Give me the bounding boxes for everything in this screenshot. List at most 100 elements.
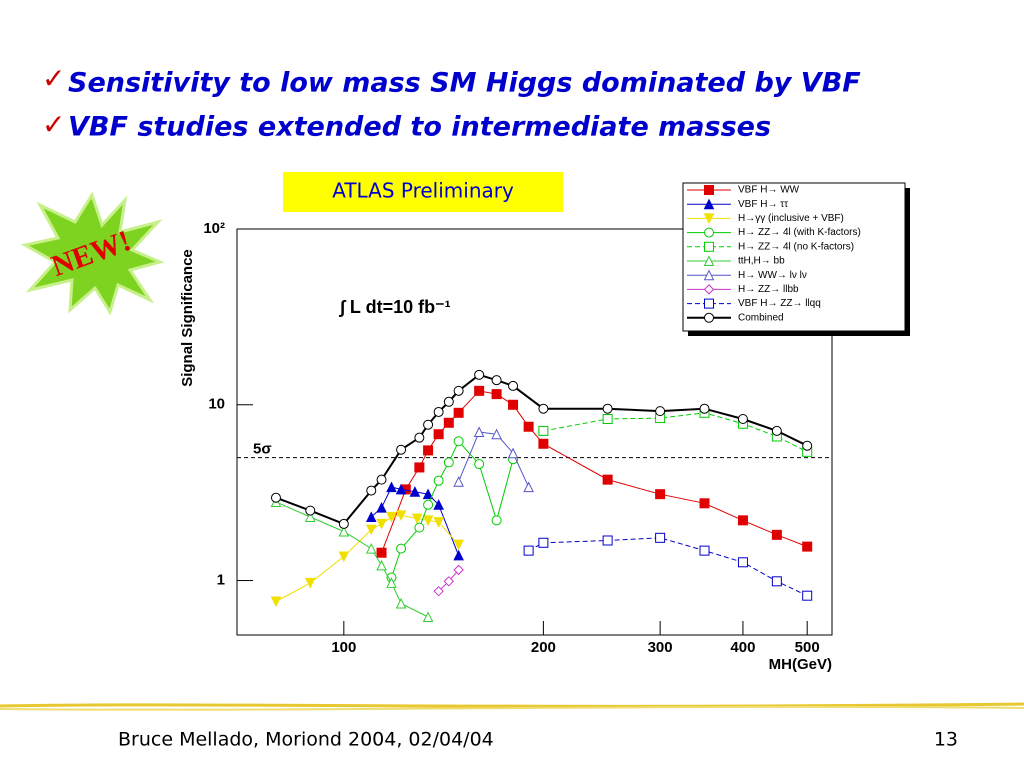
marker (376, 559, 387, 571)
marker (491, 389, 502, 400)
y-tick-label: 10² (203, 220, 225, 237)
x-tick-label: 300 (648, 639, 673, 656)
marker (414, 462, 425, 473)
marker (443, 576, 455, 587)
marker (802, 440, 813, 451)
marker (338, 551, 350, 563)
marker (699, 545, 710, 556)
y-tick-label: 1 (217, 572, 225, 589)
marker (366, 485, 377, 496)
marker (703, 198, 715, 210)
new-badge: NEW! (20, 191, 165, 316)
marker (703, 269, 715, 281)
marker (523, 481, 534, 493)
y-axis-label: Signal Significance (179, 249, 196, 387)
marker (453, 436, 464, 447)
marker (396, 444, 407, 455)
marker (771, 576, 782, 587)
marker (508, 380, 519, 391)
marker (474, 385, 485, 396)
marker (270, 596, 282, 608)
marker (704, 241, 714, 252)
series (386, 436, 519, 583)
marker (602, 474, 613, 485)
legend-label: H→ WW→ lν lν (738, 270, 807, 281)
legend-label: ttH,H→ bb (738, 256, 785, 267)
marker (473, 426, 485, 437)
series-line (391, 440, 514, 578)
marker (538, 403, 549, 414)
marker (386, 481, 397, 493)
legend-label: H→ ZZ→ llbb (738, 284, 799, 295)
chart-title: ATLAS Preliminary (332, 179, 514, 203)
marker (523, 421, 534, 432)
marker (433, 585, 444, 597)
marker (365, 524, 377, 536)
marker (414, 522, 425, 533)
marker (771, 425, 782, 436)
marker (491, 515, 502, 526)
marker (411, 513, 423, 525)
series (270, 369, 813, 529)
marker (433, 517, 444, 528)
marker (737, 413, 748, 424)
marker (395, 510, 407, 521)
marker (338, 525, 350, 537)
marker (453, 549, 464, 561)
marker (699, 498, 710, 509)
marker (423, 445, 434, 456)
marker (443, 417, 454, 428)
series (433, 564, 464, 597)
threshold-label: 5σ (253, 441, 272, 458)
marker (453, 385, 464, 396)
title-box (283, 172, 563, 212)
marker (538, 537, 549, 548)
marker (376, 547, 387, 558)
marker (414, 432, 425, 443)
marker (395, 483, 407, 495)
marker (433, 429, 444, 440)
marker (507, 447, 519, 459)
legend-label: Combined (738, 312, 784, 323)
marker (422, 515, 434, 526)
marker (703, 255, 715, 266)
marker (423, 419, 434, 430)
marker (508, 399, 519, 410)
marker (396, 543, 407, 554)
series-line (275, 501, 429, 618)
marker (304, 511, 316, 522)
marker (704, 185, 714, 195)
marker (704, 227, 714, 238)
marker (433, 406, 444, 417)
divider (0, 702, 1024, 708)
marker (433, 475, 444, 486)
marker (453, 407, 464, 418)
check-mark: ✓ (42, 108, 65, 141)
x-tick-label: 200 (531, 639, 556, 656)
series-line (528, 537, 808, 597)
legend-label: VBF H→ WW (738, 185, 800, 196)
divider (0, 705, 1024, 711)
marker (386, 511, 397, 523)
legend-label: H→ ZZ→ 4l (no K-factors) (738, 241, 854, 252)
marker (474, 459, 485, 470)
marker (802, 590, 813, 601)
marker (771, 529, 782, 540)
footer: Bruce Mellado, Moriond 2004, 02/04/04 (118, 729, 494, 751)
marker (602, 413, 613, 424)
x-tick-label: 400 (730, 639, 755, 656)
series (365, 481, 464, 561)
marker (523, 545, 534, 556)
legend-label: H→γγ (inclusive + VBF) (738, 213, 844, 224)
bullet: Sensitivity to low mass SM Higgs dominat… (68, 68, 861, 99)
marker (655, 532, 666, 543)
marker (699, 403, 710, 414)
legend-label: VBF H→ ZZ→ llqq (738, 298, 821, 309)
marker (304, 577, 316, 589)
marker (423, 499, 434, 510)
marker (365, 511, 377, 522)
marker (491, 428, 502, 440)
marker (703, 284, 715, 295)
marker (422, 611, 434, 623)
legend-label: H→ ZZ→ 4l (with K-factors) (738, 227, 861, 238)
